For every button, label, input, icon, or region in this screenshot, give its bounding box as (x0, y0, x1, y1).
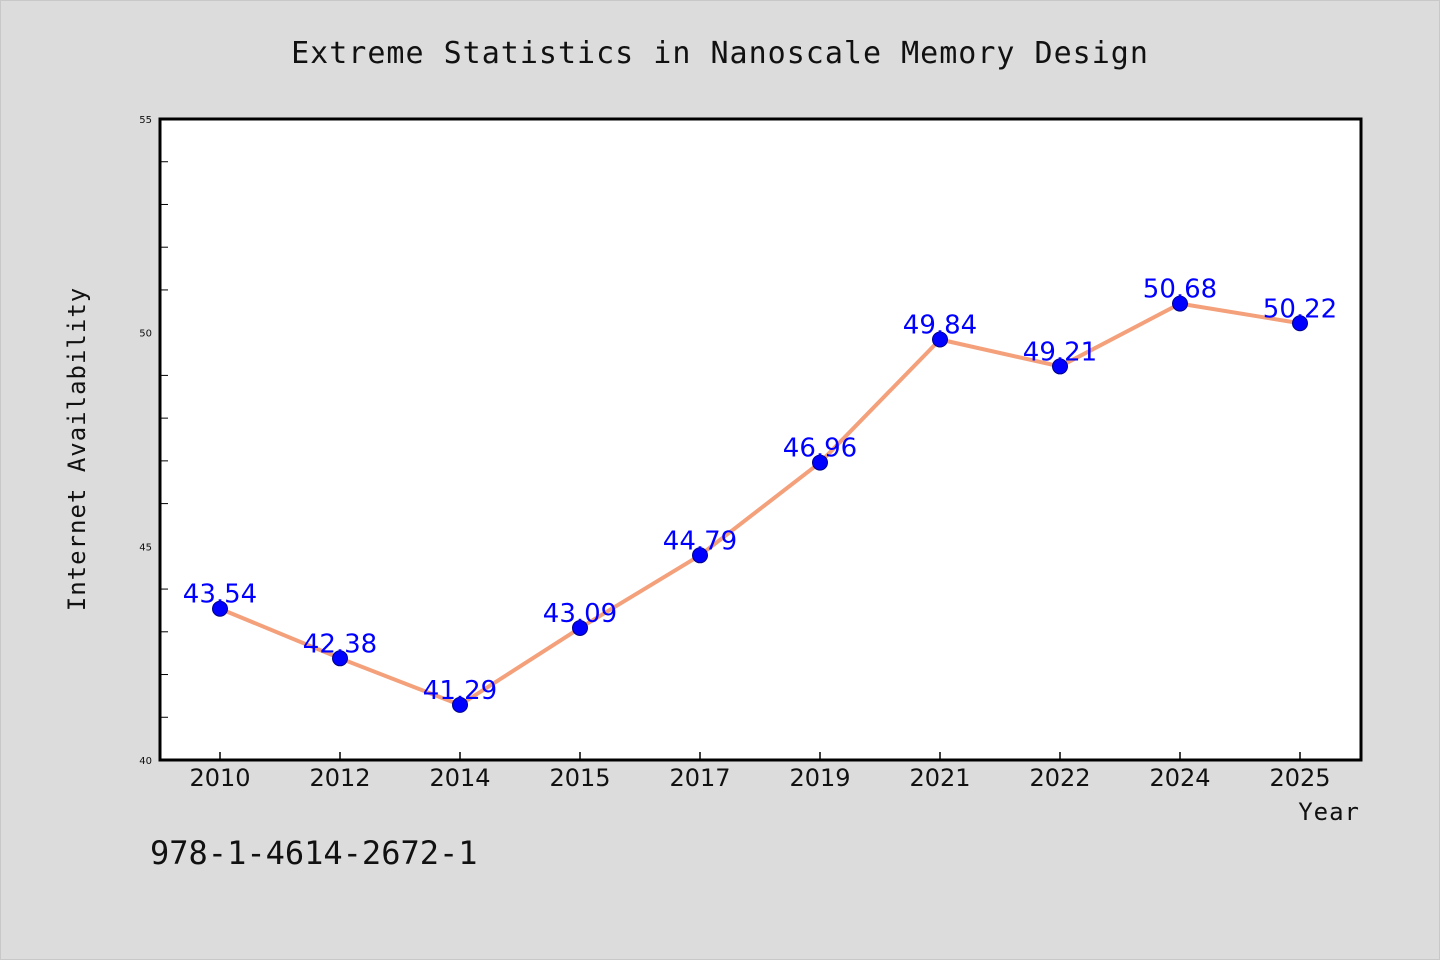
x-tick-label: 2012 (309, 764, 370, 792)
x-tick-label: 2024 (1149, 764, 1210, 792)
data-labels-group: 43.54 42.38 41.29 43.09 44.79 46.96 49.84 49.21… (183, 275, 1337, 706)
data-point (452, 696, 468, 713)
data-point (212, 600, 228, 617)
data-point (332, 650, 348, 667)
data-point (1292, 315, 1308, 332)
chart-title: Extreme Statistics in Nanoscale Memory D… (291, 36, 1149, 71)
data-label: 43.54 (183, 580, 257, 610)
x-tick-label: 2025 (1269, 764, 1330, 792)
x-tick-label: 2017 (669, 764, 730, 792)
y-tick-label: 55 (139, 115, 152, 126)
y-axis-label: Internet Availability (63, 287, 91, 611)
x-axis-label: Year (1298, 798, 1360, 826)
y-tick-label: 40 (139, 756, 152, 767)
x-tick-label: 2014 (429, 764, 490, 792)
data-label: 42.38 (303, 629, 377, 659)
x-tick-label: 2022 (1029, 764, 1090, 792)
data-label: 50.22 (1263, 294, 1337, 324)
data-point (572, 619, 588, 636)
series-group (212, 295, 1308, 713)
data-label: 49.84 (903, 311, 977, 341)
data-label: 41.29 (423, 676, 497, 706)
data-point (1172, 295, 1188, 312)
data-point (692, 547, 708, 564)
data-point (932, 331, 948, 348)
data-point (1052, 358, 1068, 375)
y-tick-label: 50 (139, 329, 152, 340)
data-label: 44.79 (663, 526, 737, 556)
data-label: 50.68 (1143, 275, 1217, 305)
data-label: 49.21 (1023, 337, 1097, 367)
x-axis: 2010 2012 2014 2015 2017 2019 2021 2022 2024 2025 (189, 752, 1331, 792)
series-line (219, 301, 1301, 707)
footnote-isbn: 978-1-4614-2672-1 (150, 834, 478, 872)
x-tick-label: 2021 (909, 764, 970, 792)
y-tick-label: 45 (139, 542, 152, 553)
data-label: 43.09 (543, 599, 617, 629)
x-tick-label: 2010 (189, 764, 250, 792)
data-label: 46.96 (783, 434, 857, 464)
x-tick-label: 2015 (549, 764, 610, 792)
x-tick-label: 2019 (789, 764, 850, 792)
data-point (812, 454, 828, 471)
plot-area (158, 117, 1363, 762)
y-axis: 40 45 50 55 (139, 115, 168, 767)
